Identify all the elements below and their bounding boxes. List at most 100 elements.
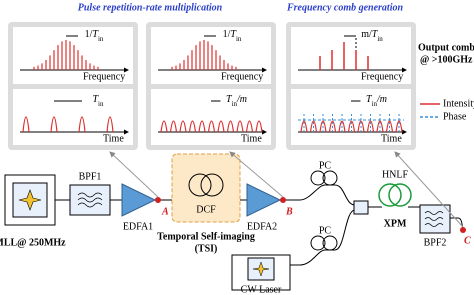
pulse [245, 120, 254, 133]
pulse [217, 120, 225, 133]
filter-icon [424, 211, 444, 227]
label-part: T [92, 29, 99, 40]
pulse [226, 120, 235, 133]
output-line1: Output comb [418, 42, 474, 53]
pulse [50, 116, 58, 133]
spacing-label: m/Tin [361, 29, 383, 42]
bpf1-label: BPF1 [79, 171, 102, 182]
laser-star [252, 261, 270, 277]
label-part: T [226, 94, 233, 105]
pulse [188, 120, 197, 133]
label-part: in [98, 100, 104, 108]
pulse [160, 120, 168, 133]
pulse [78, 116, 86, 133]
pulse [309, 120, 318, 133]
pulse [376, 120, 384, 133]
bpf1-box [69, 184, 111, 216]
pulse [366, 120, 375, 133]
pulse [319, 120, 327, 133]
pulse [328, 120, 337, 133]
pc1 [310, 170, 338, 186]
pc1-label: PC [319, 160, 332, 171]
point-b [280, 197, 286, 203]
label-part: T [92, 94, 99, 105]
cw-label: CW Laser [241, 284, 282, 295]
label-part: in [377, 35, 383, 43]
label-part: in [372, 100, 378, 108]
tsi-box [171, 153, 241, 223]
label-part: 1/ [223, 29, 231, 40]
pulse [22, 116, 30, 133]
time-box [13, 89, 133, 145]
hnlf-label: HNLF [382, 169, 409, 180]
axis-label: Time [103, 133, 124, 144]
pulse [198, 120, 206, 133]
bpf2-label: BPF2 [424, 237, 447, 248]
label-part: in [236, 35, 242, 43]
label-c: C [464, 235, 471, 246]
pulse [338, 120, 346, 133]
hnlf-coil [378, 183, 402, 207]
spacing-label: 1/Tin [85, 29, 104, 42]
pc2-label: PC [319, 225, 332, 236]
axis-label: Time [381, 133, 402, 144]
label-a: A [161, 206, 169, 217]
pulse [179, 120, 187, 133]
edfa2 [246, 183, 282, 217]
label-part: /m [376, 94, 387, 105]
label-part: T [230, 29, 237, 40]
pulse [395, 120, 403, 133]
mll-label: MLL@ 250MHz [0, 237, 66, 248]
filter-icon [77, 192, 103, 208]
dcf-label: DCF [196, 204, 216, 215]
dcf-coil [188, 173, 212, 197]
pointer-arrows [109, 151, 464, 228]
legend-intensity: Intensity [443, 98, 474, 109]
spacing-label: 1/Tin [223, 29, 242, 42]
coupler [353, 200, 369, 215]
legend-phase: Phase [443, 111, 467, 122]
tsi-label1: Temporal Self-imaging [157, 231, 255, 242]
pulse [236, 120, 244, 133]
label-part: in [98, 35, 104, 43]
point-c [460, 227, 466, 233]
pulse [106, 116, 114, 133]
edfa2-label: EDFA2 [247, 221, 277, 232]
time-box [151, 89, 271, 145]
hnlf-coil [388, 183, 412, 207]
axis-label: Frequency [361, 71, 403, 82]
axis-label: Time [241, 133, 262, 144]
axis-label: Frequency [221, 71, 263, 82]
label-part: m/ [361, 29, 372, 40]
pulse [169, 120, 178, 133]
pulse [255, 120, 263, 133]
label-part: T [372, 29, 379, 40]
label-part: in [232, 100, 238, 108]
pc2 [310, 235, 338, 251]
edfa1 [121, 183, 157, 217]
output-line2: @ >100GHz [420, 54, 473, 65]
pulse [357, 120, 365, 133]
pulse [207, 120, 216, 133]
title-right: Frequency comb generation [286, 2, 404, 13]
label-part: /m [236, 94, 247, 105]
pulse [300, 120, 308, 133]
pulse [385, 120, 394, 133]
laser-star [18, 189, 42, 211]
title-left: Pulse repetition-rate multiplication [78, 2, 223, 13]
fibre [55, 184, 464, 266]
label-part: 1/ [85, 29, 93, 40]
time-box [291, 89, 411, 145]
label-part: T [366, 94, 373, 105]
tsi-label2: (TSI) [195, 243, 218, 254]
edfa1-label: EDFA1 [123, 221, 153, 232]
spacing-label: Tin [92, 94, 104, 107]
spacing-label: Tin/m [366, 94, 387, 107]
pulse [347, 120, 356, 133]
label-b: B [285, 206, 293, 217]
axis-label: Frequency [83, 71, 125, 82]
bpf2-box [419, 204, 451, 234]
point-a [155, 197, 161, 203]
xpm-label: XPM [384, 218, 407, 229]
